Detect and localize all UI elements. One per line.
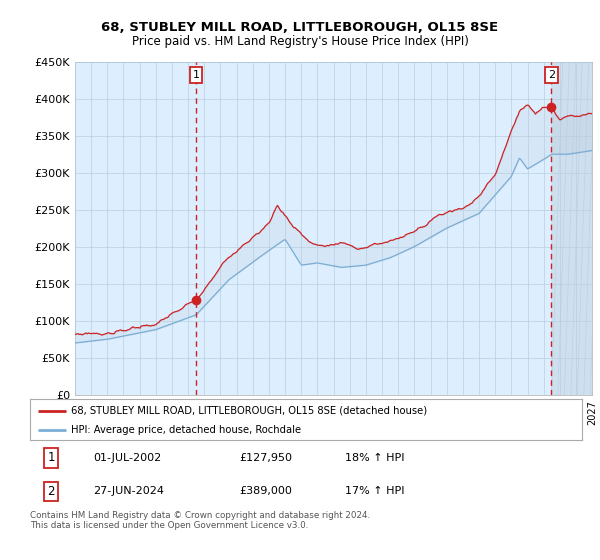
- Text: 1: 1: [47, 451, 55, 464]
- Text: 1: 1: [193, 70, 200, 80]
- Bar: [551, 62, 592, 395]
- Text: 2: 2: [47, 485, 55, 498]
- Text: 18% ↑ HPI: 18% ↑ HPI: [344, 453, 404, 463]
- Text: 68, STUBLEY MILL ROAD, LITTLEBOROUGH, OL15 8SE (detached house): 68, STUBLEY MILL ROAD, LITTLEBOROUGH, OL…: [71, 405, 428, 416]
- Text: £127,950: £127,950: [240, 453, 293, 463]
- Text: 27-JUN-2024: 27-JUN-2024: [94, 486, 164, 496]
- Text: Contains HM Land Registry data © Crown copyright and database right 2024.
This d: Contains HM Land Registry data © Crown c…: [30, 511, 370, 530]
- Text: 01-JUL-2002: 01-JUL-2002: [94, 453, 162, 463]
- Text: HPI: Average price, detached house, Rochdale: HPI: Average price, detached house, Roch…: [71, 424, 302, 435]
- Text: Price paid vs. HM Land Registry's House Price Index (HPI): Price paid vs. HM Land Registry's House …: [131, 35, 469, 48]
- Text: 2: 2: [548, 70, 555, 80]
- Text: 68, STUBLEY MILL ROAD, LITTLEBOROUGH, OL15 8SE: 68, STUBLEY MILL ROAD, LITTLEBOROUGH, OL…: [101, 21, 499, 34]
- Text: 17% ↑ HPI: 17% ↑ HPI: [344, 486, 404, 496]
- Text: £389,000: £389,000: [240, 486, 293, 496]
